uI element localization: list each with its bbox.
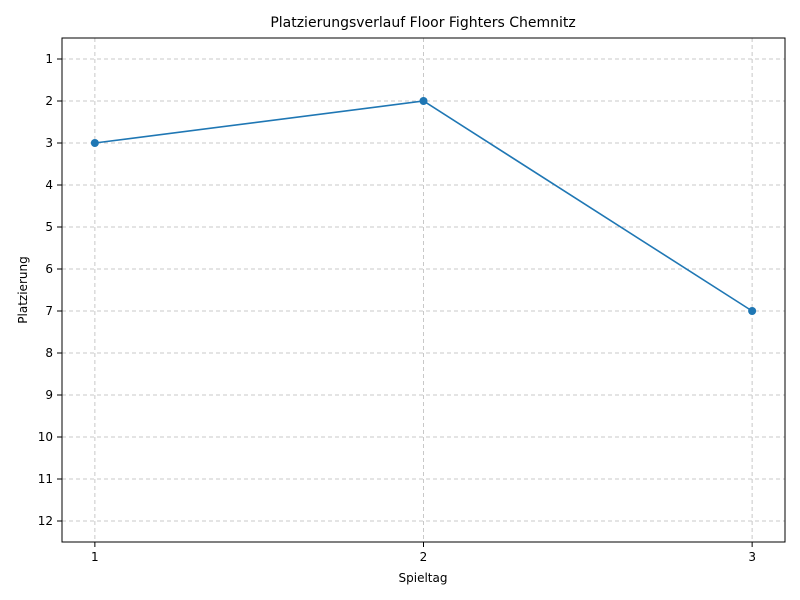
y-tick-label: 9	[45, 388, 53, 402]
y-tick-label: 8	[45, 346, 53, 360]
y-tick-label: 4	[45, 178, 53, 192]
x-tick-label: 2	[420, 550, 428, 564]
data-point	[419, 97, 428, 105]
y-tick-label: 11	[38, 472, 53, 486]
y-tick-label: 2	[45, 94, 53, 108]
y-tick-label: 12	[38, 514, 53, 528]
y-tick-label: 3	[45, 136, 53, 150]
x-tick-label: 1	[91, 550, 99, 564]
y-tick-label: 10	[38, 430, 53, 444]
y-tick-label: 1	[45, 52, 53, 66]
data-point	[90, 139, 99, 147]
y-tick-label: 6	[45, 262, 53, 276]
data-point	[748, 307, 757, 315]
x-tick-label: 3	[748, 550, 756, 564]
series-layer	[90, 97, 757, 315]
grid	[62, 38, 785, 542]
x-axis-label: Spieltag	[399, 571, 448, 585]
y-axis-label: Platzierung	[16, 256, 30, 323]
chart-title: Platzierungsverlauf Floor Fighters Chemn…	[270, 15, 575, 31]
y-tick-label: 7	[45, 304, 53, 318]
y-tick-label: 5	[45, 220, 53, 234]
